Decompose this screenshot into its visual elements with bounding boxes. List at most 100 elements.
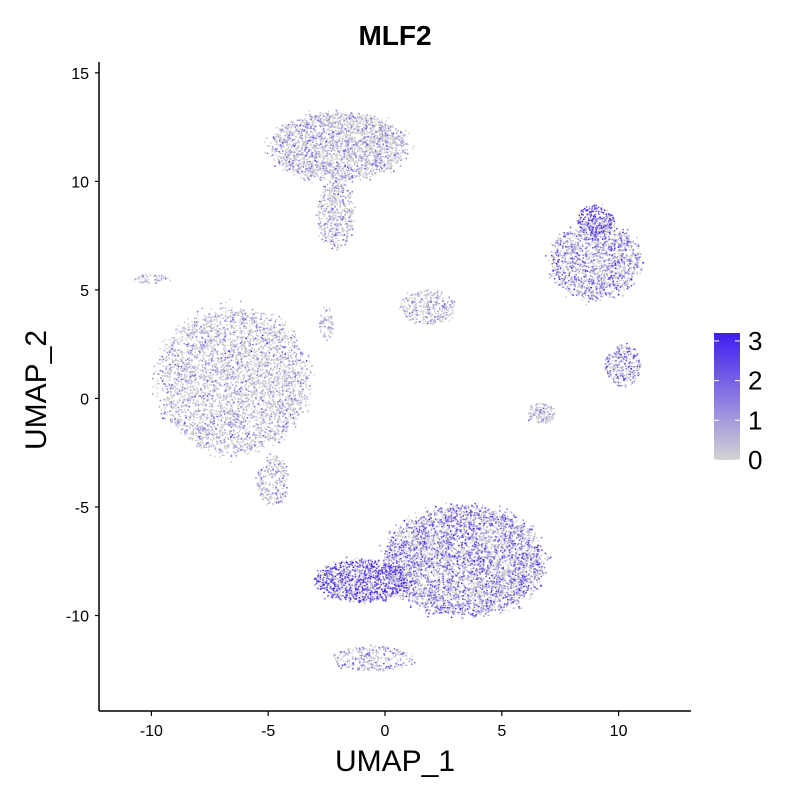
data-point	[328, 129, 331, 132]
data-point	[216, 372, 219, 375]
data-point	[212, 444, 215, 447]
data-point	[180, 409, 182, 411]
data-point	[319, 162, 322, 165]
data-point	[286, 125, 288, 127]
data-point	[357, 131, 360, 133]
data-point	[302, 125, 305, 127]
data-point	[340, 167, 343, 170]
data-point	[356, 132, 359, 135]
data-point	[347, 116, 350, 119]
data-point	[179, 349, 182, 352]
data-point	[186, 425, 188, 428]
data-point	[314, 168, 316, 171]
data-point	[388, 129, 391, 132]
data-point	[166, 403, 168, 406]
data-point	[186, 358, 189, 360]
data-point	[310, 115, 312, 118]
data-point	[162, 417, 164, 420]
data-point	[329, 241, 332, 244]
data-point	[394, 161, 396, 163]
data-point	[338, 116, 341, 119]
data-point	[260, 408, 263, 410]
data-point	[351, 149, 354, 151]
data-point	[348, 228, 351, 231]
data-point	[179, 432, 182, 435]
data-point	[330, 155, 333, 157]
data-point	[299, 135, 302, 138]
data-point	[341, 125, 343, 128]
data-point	[346, 171, 349, 173]
data-point	[368, 163, 371, 166]
data-point	[269, 334, 272, 336]
data-point	[292, 143, 295, 146]
data-point	[318, 204, 320, 206]
data-point	[278, 161, 281, 164]
data-point	[227, 421, 230, 424]
data-point	[236, 365, 239, 368]
data-point	[336, 249, 338, 251]
data-point	[257, 427, 260, 429]
data-point	[172, 387, 175, 390]
data-point	[320, 202, 322, 204]
data-point	[324, 145, 326, 147]
data-point	[343, 122, 346, 125]
data-point	[320, 172, 323, 175]
data-point	[350, 221, 353, 224]
data-point	[370, 116, 373, 119]
data-point	[325, 160, 328, 163]
data-point	[330, 207, 333, 210]
data-point	[349, 197, 351, 200]
data-point	[272, 338, 275, 340]
data-point	[281, 152, 284, 155]
data-point	[190, 364, 192, 366]
data-point	[321, 150, 324, 153]
data-point	[339, 204, 342, 207]
data-point	[167, 369, 170, 372]
data-point	[301, 147, 303, 150]
data-point	[341, 239, 344, 242]
data-point	[159, 362, 162, 365]
data-point	[170, 341, 173, 344]
data-point	[157, 373, 160, 376]
data-point	[225, 407, 228, 410]
data-point	[324, 164, 326, 167]
data-point	[331, 212, 334, 215]
data-point	[251, 402, 254, 405]
data-point	[335, 208, 338, 211]
data-point	[226, 320, 229, 323]
data-point	[296, 170, 299, 173]
data-point	[319, 143, 322, 145]
data-point	[319, 164, 322, 167]
data-point	[309, 139, 312, 142]
data-point	[398, 149, 401, 152]
data-point	[337, 215, 339, 218]
data-point	[360, 147, 363, 150]
data-point	[320, 228, 323, 231]
data-point	[400, 132, 403, 135]
data-point	[354, 155, 357, 157]
data-point	[248, 446, 251, 448]
data-point	[352, 123, 355, 126]
data-point	[324, 188, 327, 191]
data-point	[326, 113, 329, 116]
data-point	[170, 409, 173, 412]
data-point	[277, 143, 280, 146]
data-point	[224, 307, 227, 310]
data-point	[346, 173, 349, 176]
data-point	[337, 193, 340, 196]
data-point	[389, 162, 391, 165]
data-point	[376, 134, 379, 137]
data-point	[313, 170, 316, 173]
data-point	[297, 377, 300, 379]
data-point	[380, 146, 383, 149]
data-point	[358, 159, 360, 162]
data-point	[322, 174, 325, 177]
data-point	[314, 125, 316, 128]
data-point	[297, 380, 299, 382]
data-point	[248, 426, 251, 428]
data-point	[272, 313, 275, 316]
data-point	[352, 144, 355, 146]
data-point	[345, 150, 347, 153]
data-point	[299, 365, 302, 367]
data-point	[341, 135, 344, 138]
